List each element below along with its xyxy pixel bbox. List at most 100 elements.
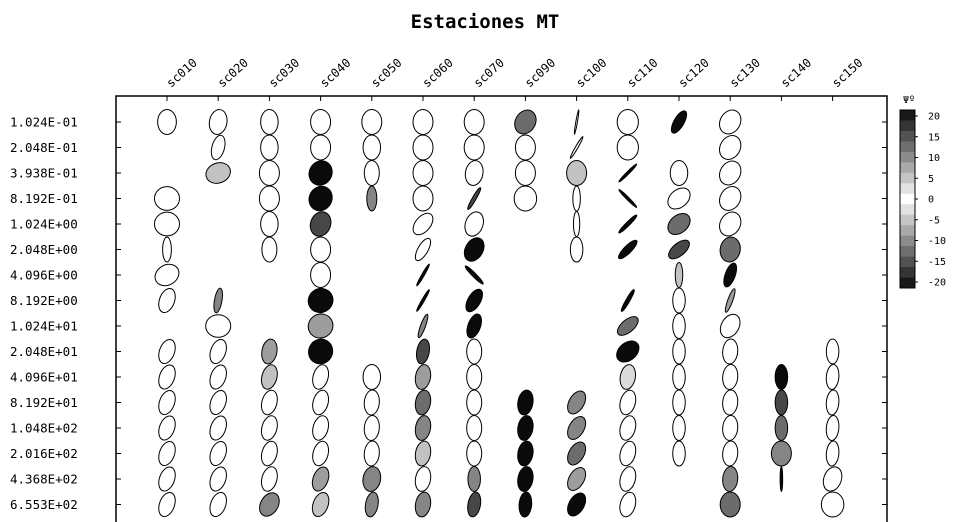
phase-tensor-ellipse <box>307 287 334 314</box>
phase-tensor-ellipse <box>722 364 739 390</box>
phase-tensor-ellipse <box>416 289 430 312</box>
station-label: sc090 <box>522 56 558 91</box>
phase-tensor-ellipse <box>307 313 334 339</box>
phase-tensor-ellipse <box>162 236 172 263</box>
phase-tensor-ellipse <box>158 287 176 314</box>
legend-colorbar <box>899 109 916 289</box>
chart-title: Estaciones MT <box>411 11 560 33</box>
phase-tensor-ellipse <box>210 134 226 161</box>
phase-tensor-ellipse <box>414 364 432 390</box>
period-label: 1.048E+02 <box>10 421 78 436</box>
phase-tensor-ellipse <box>672 287 686 314</box>
phase-tensor-ellipse <box>154 211 180 237</box>
phase-tensor-ellipse <box>774 415 789 441</box>
phase-tensor-ellipse <box>258 160 280 186</box>
phase-tensor-ellipse <box>770 440 792 467</box>
phase-tensor-ellipse <box>158 415 176 441</box>
phase-tensor-ellipse <box>616 316 639 336</box>
phase-tensor-ellipse <box>209 338 227 365</box>
phase-tensor-ellipse <box>260 440 278 467</box>
period-label: 4.096E+01 <box>10 370 78 385</box>
station-label: sc020 <box>215 56 251 91</box>
phase-tensor-ellipse <box>467 466 481 492</box>
phase-tensor-ellipse <box>310 109 332 135</box>
legend-swatch <box>900 172 915 184</box>
phase-tensor-ellipse <box>261 338 278 365</box>
phase-tensor-ellipse <box>670 110 688 134</box>
phase-tensor-ellipse <box>261 236 278 263</box>
phase-tensor-ellipse <box>774 364 789 390</box>
phase-tensor-ellipse <box>260 134 279 161</box>
phase-tensor-ellipse <box>514 109 537 135</box>
phase-tensor-ellipse <box>465 288 483 313</box>
legend-swatch <box>900 277 915 289</box>
phase-tensor-ellipse <box>619 466 637 492</box>
phase-tensor-ellipse <box>618 214 638 234</box>
phase-tensor-ellipse <box>514 160 536 186</box>
phase-tensor-ellipse <box>154 263 180 287</box>
phase-tensor-ellipse <box>366 185 378 212</box>
station-label: sc040 <box>317 56 353 91</box>
period-label: 2.048E+01 <box>10 344 78 359</box>
legend-tick-label: -15 <box>928 257 946 268</box>
phase-tensor-ellipse <box>567 416 587 440</box>
phase-tensor-ellipse <box>463 134 485 161</box>
phase-tensor-ellipse <box>572 211 581 237</box>
phase-tensor-ellipse <box>412 185 434 212</box>
phase-tensor-ellipse <box>158 466 176 492</box>
phase-tensor-ellipse <box>567 492 587 517</box>
phase-tensor-ellipse <box>414 491 432 518</box>
phase-tensor-ellipse <box>312 364 330 390</box>
phase-tensor-ellipse <box>362 364 382 390</box>
phase-tensor-ellipse <box>308 338 334 365</box>
phase-tensor-ellipse <box>157 109 177 135</box>
legend-swatch <box>900 120 915 132</box>
station-label: sc050 <box>368 56 404 91</box>
phase-tensor-ellipse <box>311 466 330 492</box>
phase-tensor-ellipse <box>566 160 588 186</box>
phase-tensor-ellipse <box>312 389 330 416</box>
phase-tensor-ellipse <box>209 389 227 416</box>
phase-tensor-ellipse <box>308 185 333 212</box>
phase-tensor-ellipse <box>779 466 784 492</box>
phase-tensor-ellipse <box>213 287 223 314</box>
phase-tensor-ellipse <box>154 186 180 211</box>
legend-swatch <box>900 214 915 226</box>
phase-tensor-ellipse <box>719 109 742 135</box>
phase-tensor-ellipse <box>363 415 380 441</box>
station-label: sc010 <box>164 56 200 91</box>
phase-tensor-ellipse <box>724 288 736 313</box>
plot-frame <box>115 95 888 522</box>
phase-tensor-ellipse <box>412 160 434 186</box>
period-label: 8.192E+01 <box>10 395 78 410</box>
phase-tensor-ellipse <box>618 163 638 183</box>
phase-tensor-ellipse <box>722 389 739 416</box>
legend-tick-label: -10 <box>928 236 946 247</box>
legend-swatch <box>900 225 915 237</box>
phase-tensor-ellipse <box>722 440 739 467</box>
phase-tensor-ellipse <box>310 236 332 263</box>
phase-tensor-ellipse <box>209 364 227 390</box>
period-label: 1.024E+00 <box>10 217 78 232</box>
phase-tensor-ellipse <box>719 313 741 339</box>
station-label: sc140 <box>778 56 814 91</box>
period-label: 2.016E+02 <box>10 446 78 461</box>
station-label: sc130 <box>727 56 763 91</box>
period-label: 3.938E-01 <box>10 166 78 181</box>
phase-tensor-ellipse <box>619 389 637 416</box>
phase-tensor-ellipse <box>363 440 380 467</box>
phase-tensor-ellipse <box>209 440 227 467</box>
phase-tensor-ellipse <box>417 313 429 339</box>
legend-tick-label: 5 <box>928 174 934 185</box>
phase-tensor-ellipse <box>667 213 691 235</box>
phase-tensor-ellipse <box>414 415 432 441</box>
period-label: 6.553E+02 <box>10 497 78 512</box>
phase-tensor-ellipse <box>567 467 587 491</box>
phase-tensor-ellipse <box>466 338 483 365</box>
station-label: sc060 <box>420 56 456 91</box>
phase-tensor-ellipse <box>312 415 330 441</box>
phase-tensor-ellipse <box>618 239 638 260</box>
phase-tensor-ellipse <box>260 415 278 441</box>
phase-tensor-ellipse <box>618 189 638 208</box>
phase-tensor-ellipse <box>517 389 534 416</box>
